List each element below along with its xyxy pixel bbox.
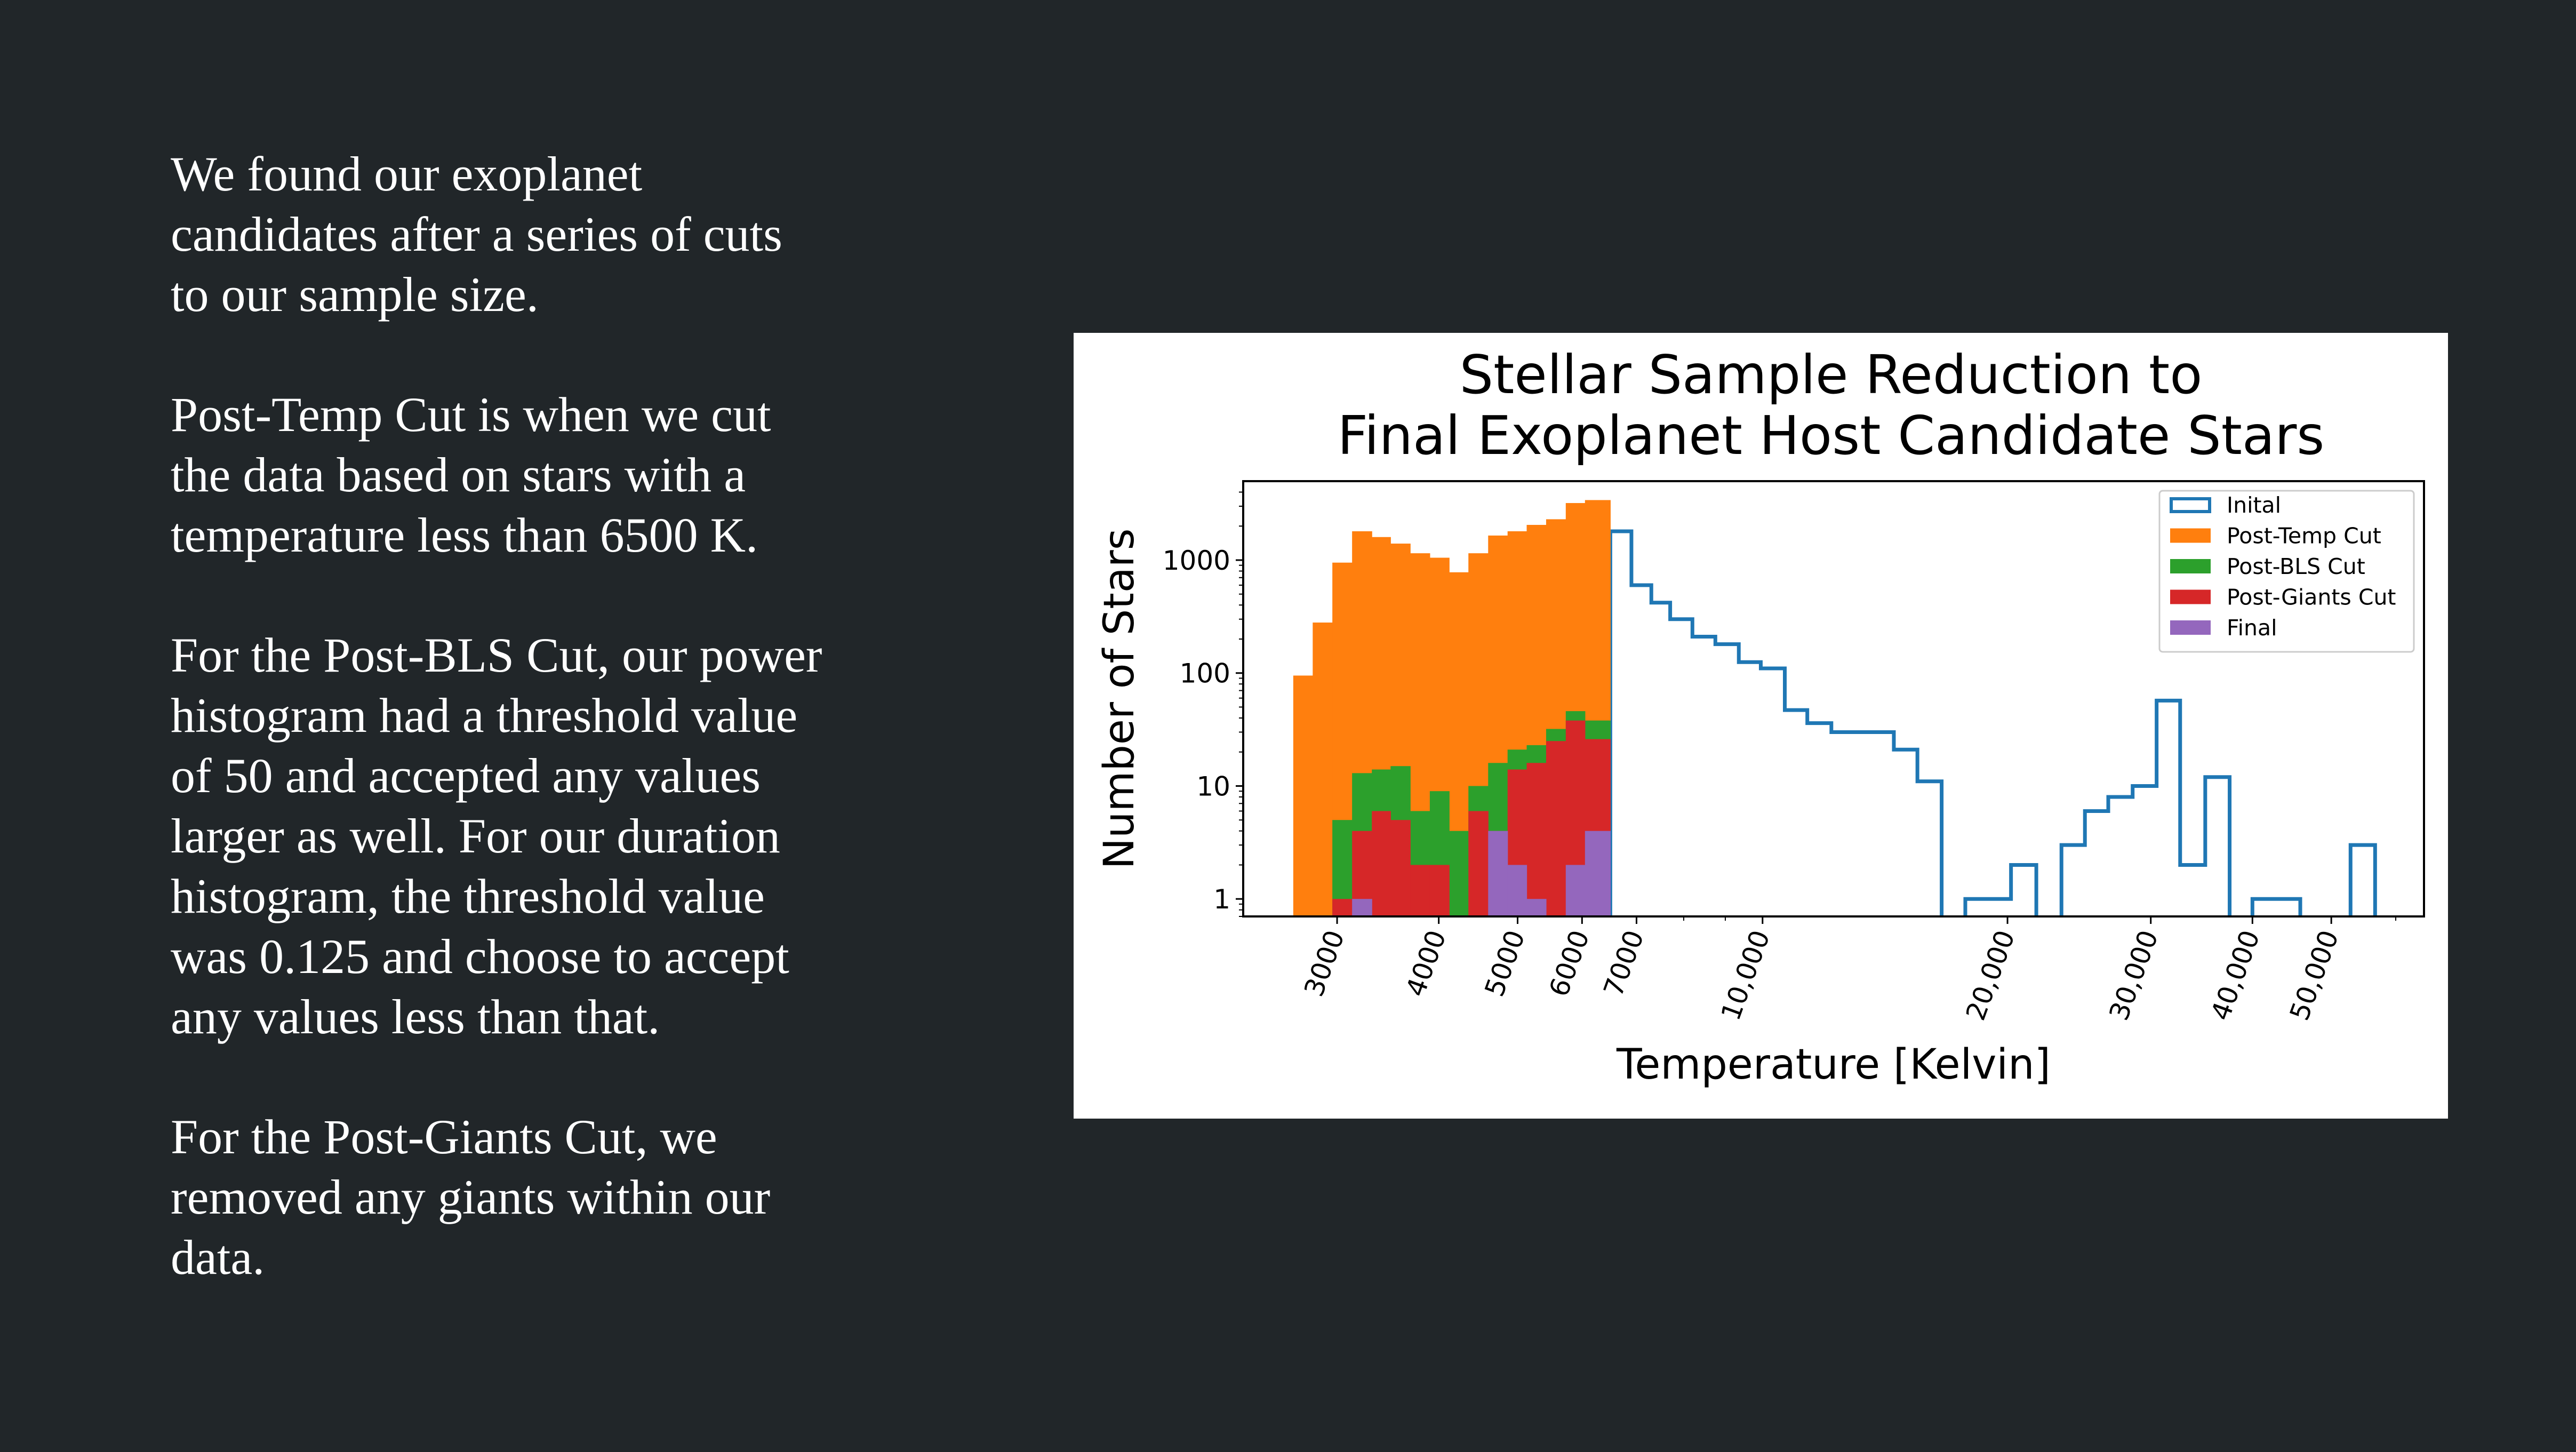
bar-post-giants-cut-3 [1390,820,1411,916]
paragraph-post-giants: For the Post-Giants Cut, we removed any … [171,1110,771,1285]
bar-inital-15 [2011,865,2036,916]
x-tick-label-6: 20,000 [1960,926,2021,1024]
bar-post-giants-cut-0 [1332,899,1353,916]
y-tick-label-0: 1 [1213,884,1230,915]
bar-inital-22 [2205,777,2230,916]
bar-inital-3 [1670,619,1693,916]
bar-post-giants-cut-10 [1546,741,1566,916]
paragraph-intro: We found our exoplanet candidates after … [171,147,782,322]
bar-inital-20 [2157,700,2180,916]
legend-swatch-final [2170,620,2211,635]
bar-final-0 [1352,899,1372,916]
bar-inital-1 [1631,585,1651,916]
bar-inital-17 [2085,811,2108,916]
bar-inital-21 [2180,865,2205,916]
legend-label-post-temp-cut: Post-Temp Cut [2227,523,2381,549]
bar-post-giants-cut-9 [1526,763,1547,916]
bar-post-bls-cut-6 [1449,831,1469,916]
bar-final-4 [1565,865,1586,916]
x-tick-label-5: 10,000 [1715,926,1776,1024]
x-tick-label-2: 5000 [1479,926,1531,1000]
bar-inital-19 [2133,786,2157,916]
x-tick-label-8: 40,000 [2205,926,2266,1024]
chart-legend: Inital Post-Temp Cut Post-BLS Cut Post-Gian… [2158,490,2415,653]
legend-label-post-giants-cut: Post-Giants Cut [2227,585,2396,610]
x-tick-label-1: 4000 [1400,926,1452,1000]
bar-inital-14 [1965,899,2011,916]
paragraph-post-bls: For the Post-BLS Cut, our power histogra… [171,628,822,1044]
legend-label-inital: Inital [2227,492,2281,518]
bar-inital-24 [2350,845,2375,916]
bar-post-giants-cut-4 [1410,865,1430,916]
y-tick-label-1: 10 [1196,771,1230,802]
y-tick-label-3: 1000 [1163,545,1230,576]
x-axis-label: Temperature [Kelvin] [1616,1041,2051,1089]
x-tick-label-7: 30,000 [2103,926,2164,1024]
legend-swatch-post-temp-cut [2170,528,2211,543]
bar-inital-11 [1855,732,1894,916]
legend-label-post-bls-cut: Post-BLS Cut [2227,554,2365,579]
chart-title-line-2: Final Exoplanet Host Candidate Stars [1338,404,2325,467]
chart-title-line-1: Stellar Sample Reduction to [1460,344,2203,406]
bar-final-2 [1507,865,1527,916]
bar-post-giants-cut-5 [1429,865,1450,916]
legend-label-final: Final [2227,615,2277,641]
bar-inital-16 [2061,845,2085,916]
bar-post-giants-cut-6 [1468,811,1489,916]
bar-inital-6 [1739,662,1761,916]
series-inital [1608,529,2377,916]
bar-inital-4 [1692,637,1715,916]
bar-inital-18 [2108,797,2133,916]
legend-box [2158,490,2415,653]
x-tick-label-9: 50,000 [2284,926,2345,1024]
bar-inital-23 [2252,899,2300,916]
step-line-inital [1608,529,2377,916]
bar-inital-10 [1831,732,1855,916]
bar-final-5 [1585,831,1611,916]
bar-inital-0 [1610,531,1631,916]
y-tick-label-2: 100 [1180,658,1230,689]
bar-inital-7 [1761,668,1785,916]
bar-inital-13 [1917,781,1941,916]
legend-swatch-inital [2170,497,2211,513]
bar-inital-9 [1807,723,1831,916]
chart-figure: Stellar Sample Reduction to Final Exopla… [1074,333,2448,1119]
bar-post-temp-cut-1 [1313,623,1333,916]
bar-inital-2 [1651,603,1670,916]
y-axis-label: Number of Stars [1095,529,1143,869]
x-tick-label-3: 6000 [1543,926,1596,1000]
text-panel: We found our exoplanet candidates after … [171,144,960,1347]
bar-inital-12 [1894,749,1917,916]
bar-final-1 [1488,831,1508,916]
bar-post-temp-cut-0 [1293,675,1313,916]
paragraph-post-temp: Post-Temp Cut is when we cut the data ba… [171,387,771,562]
bar-final-3 [1526,899,1547,916]
plot-frame [1242,480,2425,918]
x-tick-label-0: 3000 [1298,926,1350,1000]
bar-inital-8 [1785,710,1807,916]
bar-inital-5 [1715,644,1739,916]
histogram-chart: Stellar Sample Reduction to Final Exopla… [1095,344,2425,1089]
x-tick-label-4: 7000 [1598,926,1650,1000]
bar-post-giants-cut-2 [1372,811,1391,916]
legend-swatch-post-bls-cut [2170,559,2211,573]
legend-swatch-post-giants-cut [2170,589,2211,604]
